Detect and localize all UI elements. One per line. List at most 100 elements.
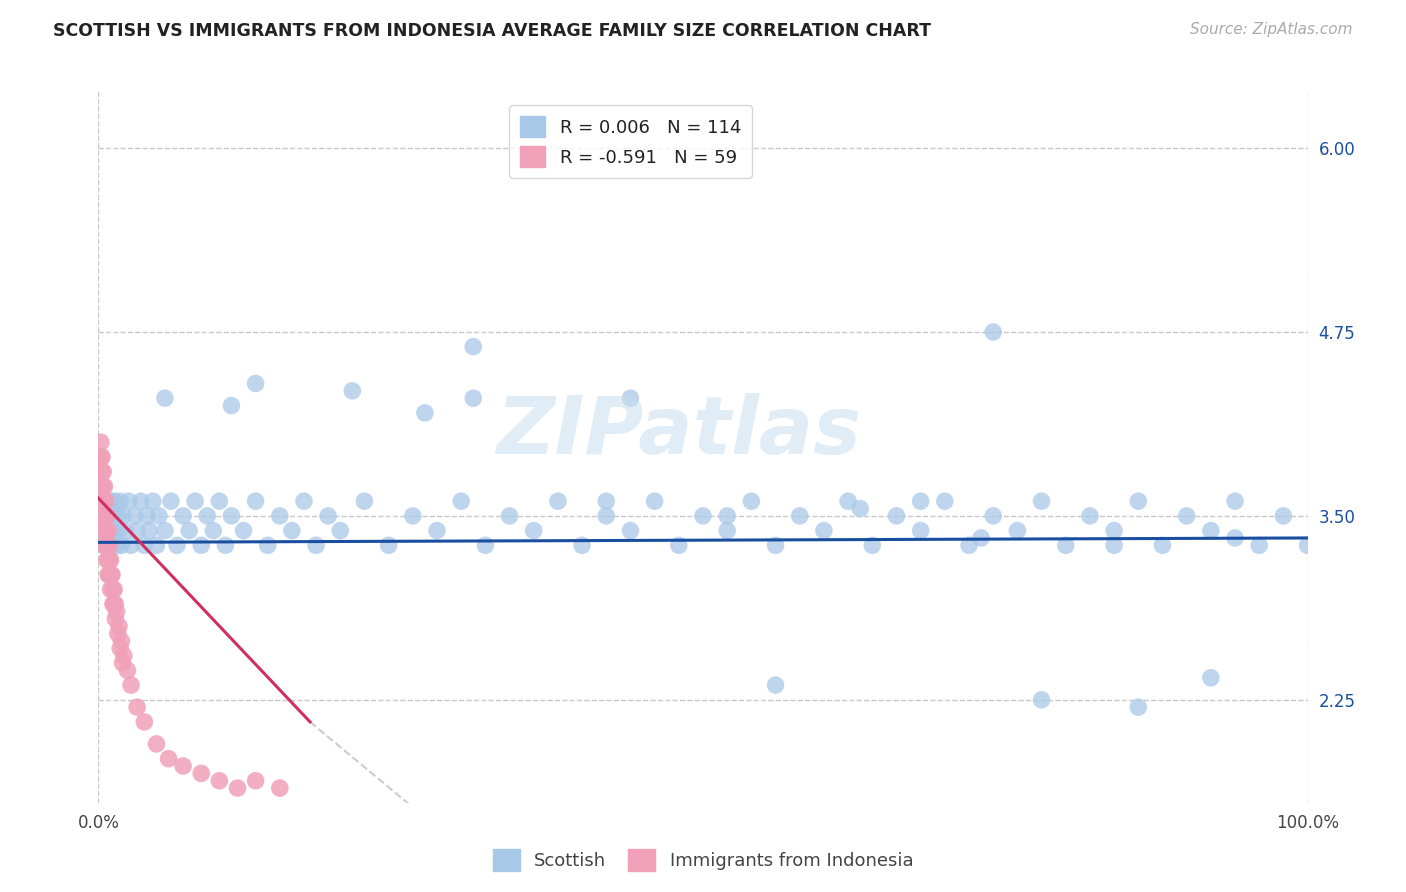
Point <box>148 508 170 523</box>
Point <box>245 773 267 788</box>
Point <box>329 524 352 538</box>
Point <box>103 597 125 611</box>
Point <box>100 582 122 597</box>
Point <box>195 508 218 523</box>
Point <box>668 538 690 552</box>
Point <box>104 597 127 611</box>
Point <box>91 465 114 479</box>
Point <box>91 494 114 508</box>
Point <box>595 508 617 523</box>
Point <box>127 524 149 538</box>
Point <box>96 508 118 523</box>
Point <box>90 508 112 523</box>
Point <box>97 567 120 582</box>
Point <box>214 538 236 552</box>
Point <box>90 435 112 450</box>
Point <box>269 781 291 796</box>
Point <box>1152 538 1174 552</box>
Point <box>112 648 135 663</box>
Point <box>91 465 114 479</box>
Point <box>98 567 121 582</box>
Point <box>305 538 328 552</box>
Point <box>245 376 267 391</box>
Point <box>96 538 118 552</box>
Point <box>184 494 207 508</box>
Point <box>1102 538 1125 552</box>
Point <box>94 538 117 552</box>
Point <box>619 524 641 538</box>
Point <box>108 641 131 656</box>
Point <box>179 524 201 538</box>
Point <box>96 494 118 508</box>
Point <box>91 524 114 538</box>
Point <box>463 340 485 354</box>
Point <box>111 508 134 523</box>
Point <box>256 538 278 552</box>
Text: ZIPatlas: ZIPatlas <box>496 392 862 471</box>
Point <box>765 538 787 552</box>
Point <box>413 406 436 420</box>
Point <box>91 524 114 538</box>
Point <box>1128 494 1150 508</box>
Point <box>849 501 872 516</box>
Point <box>91 538 114 552</box>
Point <box>1199 671 1222 685</box>
Point <box>118 494 141 508</box>
Point <box>1102 524 1125 538</box>
Point <box>100 567 122 582</box>
Point <box>190 766 212 780</box>
Point <box>1031 693 1053 707</box>
Point <box>837 494 859 508</box>
Point <box>970 531 993 545</box>
Point <box>1054 538 1077 552</box>
Point <box>172 508 194 523</box>
Point <box>166 538 188 552</box>
Point <box>98 553 121 567</box>
Point <box>134 538 156 552</box>
Point <box>860 538 883 552</box>
Point <box>474 538 496 552</box>
Point <box>1078 508 1101 523</box>
Point <box>120 678 142 692</box>
Point <box>145 538 167 552</box>
Legend: R = 0.006   N = 114, R = -0.591   N = 59: R = 0.006 N = 114, R = -0.591 N = 59 <box>509 105 752 178</box>
Point <box>1296 538 1319 552</box>
Point <box>94 524 117 538</box>
Point <box>91 508 114 523</box>
Point <box>91 450 114 464</box>
Point <box>153 524 176 538</box>
Point <box>221 508 243 523</box>
Point <box>1128 700 1150 714</box>
Point <box>402 508 425 523</box>
Point <box>103 494 125 508</box>
Point <box>226 781 249 796</box>
Point <box>93 494 115 508</box>
Point <box>93 508 115 523</box>
Point <box>934 494 956 508</box>
Point <box>97 538 120 552</box>
Point <box>91 479 114 493</box>
Text: SCOTTISH VS IMMIGRANTS FROM INDONESIA AVERAGE FAMILY SIZE CORRELATION CHART: SCOTTISH VS IMMIGRANTS FROM INDONESIA AV… <box>53 22 931 40</box>
Point <box>1199 524 1222 538</box>
Point <box>100 508 122 523</box>
Point <box>221 399 243 413</box>
Point <box>692 508 714 523</box>
Point <box>110 538 132 552</box>
Point <box>981 325 1004 339</box>
Point <box>160 494 183 508</box>
Point <box>120 538 142 552</box>
Legend: Scottish, Immigrants from Indonesia: Scottish, Immigrants from Indonesia <box>485 842 921 879</box>
Point <box>202 524 225 538</box>
Point <box>353 494 375 508</box>
Point <box>1031 494 1053 508</box>
Point <box>93 538 115 552</box>
Point <box>910 524 932 538</box>
Point <box>105 538 128 552</box>
Point <box>716 508 738 523</box>
Point <box>208 773 231 788</box>
Point <box>124 508 146 523</box>
Point <box>108 524 131 538</box>
Point <box>103 582 125 597</box>
Point <box>450 494 472 508</box>
Point <box>111 656 134 670</box>
